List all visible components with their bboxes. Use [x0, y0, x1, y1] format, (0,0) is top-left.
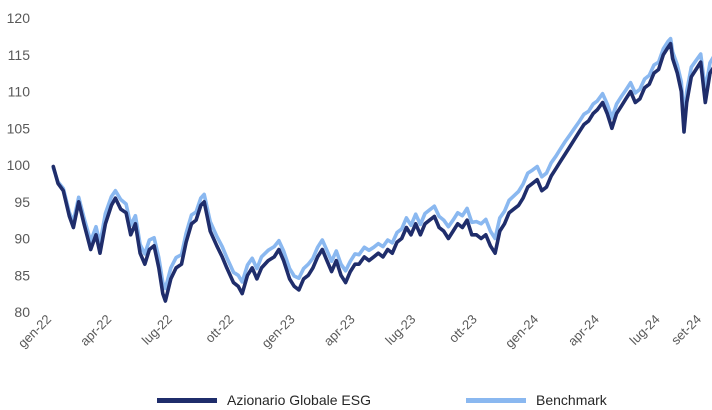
series-lines [51, 36, 712, 303]
series-line-fund [51, 41, 712, 303]
y-tick-label: 80 [14, 304, 30, 320]
legend: Azionario Globale ESG Benchmark [0, 392, 712, 410]
y-tick-label: 120 [7, 10, 31, 26]
x-tick-label: apr-22 [77, 312, 114, 349]
y-tick-label: 100 [7, 157, 31, 173]
x-tick-label: set-24 [668, 312, 704, 348]
x-tick-label: apr-23 [321, 312, 358, 349]
y-axis-ticks: 80 85 90 95 100 105 110 115 120 [7, 10, 31, 320]
y-tick-label: 115 [8, 47, 31, 63]
legend-label-fund: Azionario Globale ESG [227, 392, 371, 408]
y-tick-label: 95 [14, 194, 30, 210]
series-line-benchmark [51, 36, 712, 291]
y-tick-label: 85 [14, 267, 30, 283]
y-tick-label: 110 [8, 84, 31, 100]
legend-swatch-benchmark [466, 397, 526, 403]
x-axis-ticks: gen-22 apr-22 lug-22 ott-22 gen-23 apr-23 lug-… [15, 312, 704, 351]
x-tick-label: ott-22 [202, 312, 236, 346]
legend-swatch-fund [157, 397, 217, 403]
legend-item-fund: Azionario Globale ESG [157, 392, 371, 408]
x-tick-label: ott-23 [446, 312, 480, 346]
legend-label-benchmark: Benchmark [536, 392, 607, 408]
x-tick-label: lug-24 [627, 312, 663, 348]
y-tick-label: 90 [14, 231, 30, 247]
x-tick-label: lug-23 [382, 312, 418, 348]
x-tick-label: gen-24 [502, 312, 541, 351]
x-tick-label: gen-23 [258, 312, 297, 351]
y-tick-label: 105 [7, 120, 31, 136]
x-tick-label: lug-22 [139, 312, 175, 348]
legend-item-benchmark: Benchmark [466, 392, 607, 408]
x-tick-label: apr-24 [565, 312, 602, 349]
